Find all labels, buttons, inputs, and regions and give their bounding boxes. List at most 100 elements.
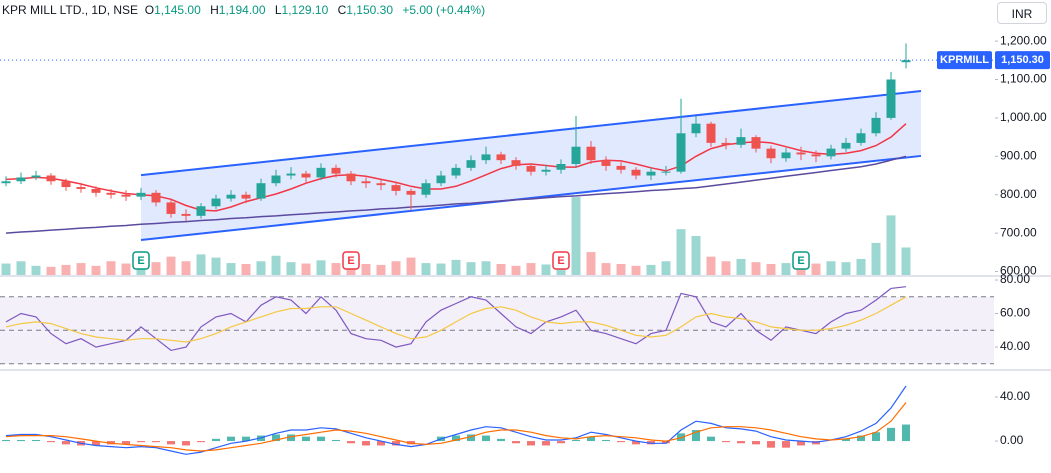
volume-bar: [736, 258, 746, 275]
volume-bar: [481, 261, 491, 275]
volume-bar: [451, 259, 461, 275]
histogram-bar: [167, 441, 175, 445]
candle-body: [316, 167, 326, 178]
volume-bar: [691, 236, 701, 275]
candle-body: [466, 160, 476, 168]
histogram-bar: [377, 441, 385, 446]
field-value: 1,129.10: [281, 3, 329, 17]
event-label: E: [347, 255, 354, 267]
change: +5.00 (+0.44%): [402, 3, 486, 17]
candle-body: [796, 152, 806, 155]
candle-body: [541, 169, 551, 172]
volume-bar: [781, 263, 791, 275]
candle-body: [361, 181, 371, 184]
volume-bar: [166, 256, 176, 275]
candle-body: [481, 154, 491, 161]
y-tick-label: 600.00: [1000, 264, 1037, 278]
histogram-bar: [752, 441, 760, 445]
candle-body: [196, 206, 206, 216]
candle-body: [1, 181, 11, 184]
candle-body: [301, 173, 311, 178]
volume-bar: [286, 262, 296, 275]
volume-bar: [76, 263, 86, 275]
ticker-label: KPRMILL: [940, 54, 989, 66]
histogram-bar: [842, 438, 850, 442]
volume-bar: [241, 264, 251, 275]
histogram-bar: [242, 436, 250, 442]
histogram-bar: [137, 441, 145, 443]
candle-body: [766, 148, 776, 159]
histogram-bar: [317, 436, 325, 442]
candle-body: [91, 188, 101, 193]
candle-body: [451, 167, 461, 176]
y-tick-label: 80.00: [1000, 272, 1030, 286]
candle-body: [256, 183, 266, 199]
candle-body: [391, 185, 401, 191]
candle-body: [556, 164, 566, 170]
volume-bar: [826, 261, 836, 275]
histogram-bar: [2, 439, 10, 442]
histogram-bar: [542, 441, 550, 446]
y-tick-label: 1,200.00: [1000, 33, 1047, 47]
histogram-bar: [737, 441, 745, 444]
candle-body: [496, 154, 506, 161]
candle-body: [526, 165, 536, 172]
volume-bar: [601, 263, 611, 275]
volume-bar: [436, 263, 446, 275]
candle-body: [886, 79, 896, 118]
volume-bar: [376, 264, 386, 275]
y-tick-label: 900.00: [1000, 148, 1037, 162]
histogram-bar: [182, 441, 190, 446]
candle-body: [166, 202, 176, 214]
event-marker: [342, 251, 360, 270]
volume-bar: [256, 261, 266, 275]
candle-body: [646, 171, 656, 176]
volume-bar: [406, 257, 416, 275]
histogram-bar: [212, 438, 220, 442]
candle-body: [271, 175, 281, 184]
histogram-bar: [707, 436, 715, 442]
histogram-bar: [452, 435, 460, 442]
price-tag-label: 1,150.30: [1001, 54, 1044, 66]
histogram-bar: [32, 439, 40, 442]
field-key: C: [337, 3, 347, 17]
candle-body: [181, 213, 191, 216]
volume-bar: [571, 197, 581, 275]
volume-bar: [46, 266, 56, 275]
candle-body: [781, 152, 791, 159]
volume-bar: [196, 254, 206, 275]
volume-bar: [1, 263, 11, 275]
histogram-bar: [227, 436, 235, 442]
candle-body: [571, 146, 581, 165]
symbol-title: KPR MILL LTD., 1D, NSE: [2, 3, 139, 17]
candle-body: [661, 171, 671, 173]
histogram-bar: [662, 441, 670, 444]
histogram-bar: [332, 439, 340, 442]
event-label: E: [557, 255, 564, 267]
header: KPR MILL LTD., 1D, NSE O1,145.00 H1,194.…: [2, 3, 491, 17]
event-marker: [552, 251, 570, 270]
price-tag: [995, 51, 1050, 70]
volume-bar: [496, 264, 506, 275]
y-tick-label: 800.00: [1000, 187, 1037, 201]
histogram-bar: [497, 438, 505, 442]
histogram-bar: [302, 436, 310, 442]
moving-average: [5, 155, 907, 234]
field-key: H: [210, 3, 219, 17]
candle-body: [376, 183, 386, 186]
histogram-bar: [872, 432, 880, 442]
histogram-bar: [587, 436, 595, 442]
volume-bar: [346, 265, 356, 275]
candle-body: [106, 192, 116, 195]
candle-body: [601, 160, 611, 166]
indicator-line: [5, 385, 907, 455]
volume-bar: [616, 264, 626, 275]
histogram-bar: [617, 441, 625, 443]
candle-body: [331, 167, 341, 174]
histogram-bar: [122, 441, 130, 445]
volume-bar: [301, 263, 311, 275]
currency-button[interactable]: INR: [997, 2, 1047, 24]
histogram-bar: [632, 441, 640, 445]
histogram-bar: [17, 439, 25, 442]
histogram-bar: [767, 441, 775, 448]
